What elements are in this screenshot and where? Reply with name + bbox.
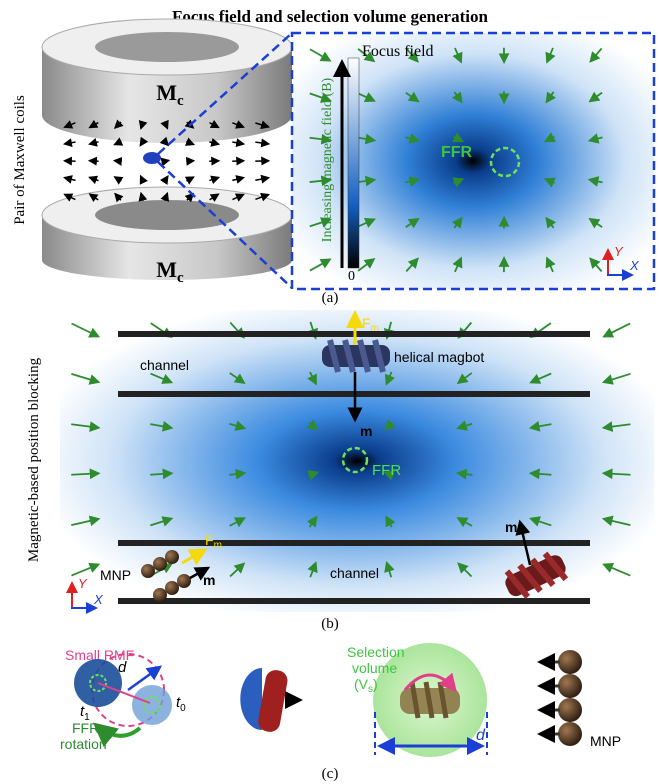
moment-label: m xyxy=(505,519,517,535)
field-arrow xyxy=(64,178,75,181)
coil-label-sub: c xyxy=(177,93,184,109)
field-arrow xyxy=(232,142,243,144)
axis-x-label: X xyxy=(629,258,640,273)
field-arrow xyxy=(186,161,194,162)
force-main: F xyxy=(205,532,214,548)
side-label: Magnetic-based position blocking xyxy=(26,357,42,562)
colorbar-label: Increasing magnetic field (B) xyxy=(320,77,335,242)
axis-y-label: Y xyxy=(78,576,88,591)
mnp xyxy=(558,650,582,674)
selection-label: volume xyxy=(352,660,397,676)
inset-title: Focus field xyxy=(362,43,434,60)
field-arrow xyxy=(164,176,168,181)
field-arrow xyxy=(209,142,218,144)
field-arrow xyxy=(232,178,243,181)
side-label: Pair of Maxwell coils xyxy=(12,95,28,225)
panel-label: (a) xyxy=(322,290,339,306)
colorbar-zero: 0 xyxy=(348,269,355,284)
axis-x-label: X xyxy=(93,592,104,607)
field-arrow xyxy=(141,176,144,182)
selection-label: Selection xyxy=(347,644,405,660)
coil-label-main: M xyxy=(156,257,177,282)
field-arrow xyxy=(90,177,99,180)
force-sub: m xyxy=(214,540,222,551)
mnp xyxy=(558,722,582,746)
rotation-arrow xyxy=(96,725,140,736)
coil-label-sub: c xyxy=(177,270,184,286)
distance-label: d xyxy=(118,659,127,676)
time-label: t0 xyxy=(176,694,186,714)
mnp-label: MNP xyxy=(590,733,621,749)
magbot-label: helical magbot xyxy=(394,349,484,365)
field-arrow xyxy=(64,142,75,144)
channel-label: channel xyxy=(330,565,379,581)
field-arrow xyxy=(209,177,218,180)
force-sub: m xyxy=(371,323,379,334)
ffr-label: FFR xyxy=(372,462,401,479)
field-arrow xyxy=(89,142,98,144)
field-arrow xyxy=(255,142,268,144)
rotation-label: rotation xyxy=(60,736,107,752)
coil-label-main: M xyxy=(156,80,177,105)
moment-label: m xyxy=(360,423,372,439)
channel-label: channel xyxy=(140,357,189,373)
diameter-label: d xyxy=(476,727,486,744)
moment-label: m xyxy=(203,572,215,588)
figure: Focus field and selection volume generat… xyxy=(0,0,659,784)
ffr-sphere xyxy=(132,685,172,725)
field-arrow xyxy=(115,177,122,181)
mnp-label: MNP xyxy=(100,567,131,583)
mnp-column xyxy=(540,650,582,746)
coils xyxy=(42,19,292,280)
field-arrow xyxy=(163,160,169,161)
panel-label: (c) xyxy=(322,766,339,782)
magbot-dipole xyxy=(240,668,300,733)
time-sub: 0 xyxy=(180,703,186,714)
field-arrow xyxy=(114,161,121,162)
inset-field xyxy=(292,33,654,289)
force-main: F xyxy=(362,315,371,331)
mnp xyxy=(558,674,582,698)
field-arrow xyxy=(186,177,193,181)
rotation-label: FFR xyxy=(72,720,99,736)
mnp xyxy=(558,698,582,722)
panel-label: (b) xyxy=(321,616,339,632)
field-arrow xyxy=(255,178,268,181)
vs-close: ) xyxy=(373,676,378,692)
colorbar xyxy=(348,58,359,268)
field-arrow xyxy=(115,141,122,144)
axis-y-label: Y xyxy=(614,244,624,259)
ffr-label: FFR xyxy=(441,144,473,161)
vs-open: (V xyxy=(354,676,369,692)
